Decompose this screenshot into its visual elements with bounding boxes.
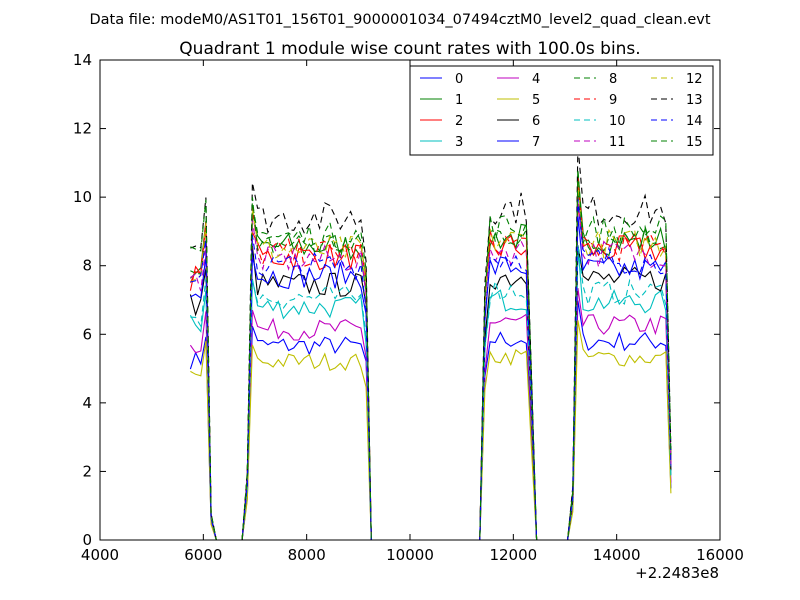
series-line-15 <box>190 169 672 541</box>
y-tick-label: 10 <box>73 188 92 206</box>
series-line-5 <box>190 320 672 541</box>
series-line-13 <box>190 145 672 541</box>
y-tick-label: 2 <box>82 462 92 480</box>
series-lines <box>189 145 672 541</box>
series-line-8 <box>190 186 672 541</box>
series-line-12 <box>190 181 672 541</box>
series-line-0 <box>189 300 672 541</box>
series-line-6 <box>189 245 672 541</box>
legend-label-3: 3 <box>455 135 463 150</box>
plot-area <box>189 145 672 541</box>
x-tick-label: 6000 <box>184 546 222 564</box>
series-line-10 <box>190 244 672 541</box>
legend-label-5: 5 <box>532 93 540 108</box>
x-tick-label: 8000 <box>288 546 326 564</box>
legend-box <box>409 65 714 156</box>
legend-label-11: 11 <box>609 135 626 150</box>
x-tick-label: 16000 <box>696 546 744 564</box>
y-tick-label: 8 <box>82 257 92 275</box>
legend-label-6: 6 <box>532 114 540 129</box>
legend-label-4: 4 <box>532 72 540 87</box>
x-offset-label: +2.2483e8 <box>635 564 719 582</box>
chart-title: Quadrant 1 module wise count rates with … <box>179 39 640 59</box>
y-tick-label: 12 <box>73 120 92 138</box>
y-tick-label: 14 <box>73 51 92 69</box>
series-line-7 <box>190 215 672 541</box>
legend-label-13: 13 <box>686 93 703 108</box>
chart-suptitle: Data file: modeM0/AS1T01_156T01_90000010… <box>89 12 710 28</box>
legend-label-7: 7 <box>532 135 540 150</box>
x-tick-label: 4000 <box>81 546 119 564</box>
legend-label-8: 8 <box>609 72 617 87</box>
axes: 4000 6000 8000 10000 12000 14000 1600002468101… <box>73 51 744 564</box>
x-tick-label: 12000 <box>489 546 537 564</box>
legend-label-12: 12 <box>686 72 703 87</box>
legend-label-0: 0 <box>455 72 463 87</box>
y-tick-label: 0 <box>82 531 92 549</box>
legend-label-14: 14 <box>686 114 703 129</box>
series-line-3 <box>189 247 672 541</box>
x-tick-label: 14000 <box>593 546 641 564</box>
legend-label-2: 2 <box>455 114 463 129</box>
y-tick-label: 6 <box>82 325 92 343</box>
legend-label-9: 9 <box>609 93 617 108</box>
y-tick-label: 4 <box>82 394 92 412</box>
legend-label-1: 1 <box>455 93 463 108</box>
series-line-1 <box>190 172 672 541</box>
legend-label-10: 10 <box>609 114 626 129</box>
series-line-4 <box>189 288 672 541</box>
legend-label-15: 15 <box>686 135 703 150</box>
series-line-14 <box>190 199 672 541</box>
x-tick-label: 10000 <box>386 546 434 564</box>
